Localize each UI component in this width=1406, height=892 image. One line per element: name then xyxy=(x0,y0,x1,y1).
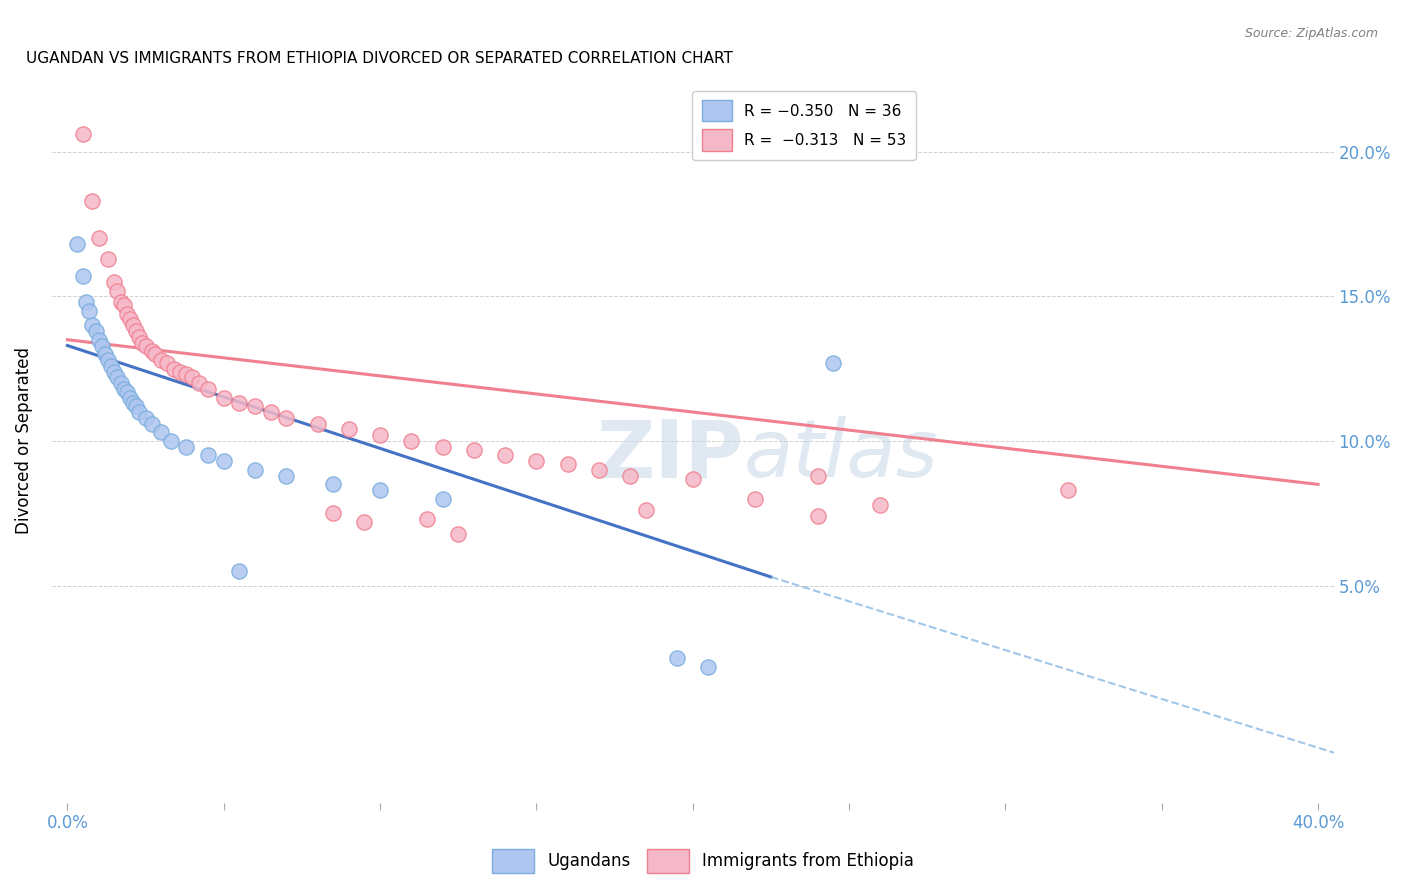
Point xyxy=(118,312,141,326)
Point xyxy=(131,335,153,350)
Point xyxy=(322,506,344,520)
Point xyxy=(100,359,122,373)
Point xyxy=(353,515,375,529)
Point xyxy=(588,463,610,477)
Point xyxy=(494,449,516,463)
Point xyxy=(135,410,157,425)
Point xyxy=(77,303,100,318)
Point xyxy=(135,338,157,352)
Point xyxy=(94,347,117,361)
Point xyxy=(337,422,360,436)
Point xyxy=(807,509,830,524)
Point xyxy=(87,231,110,245)
Point xyxy=(823,356,845,370)
Point xyxy=(128,330,150,344)
Point xyxy=(432,491,454,506)
Point xyxy=(463,442,485,457)
Point xyxy=(82,318,104,333)
Point xyxy=(197,449,219,463)
Point xyxy=(619,468,641,483)
Point xyxy=(159,434,181,448)
Point xyxy=(118,391,141,405)
Point xyxy=(212,391,235,405)
Point xyxy=(122,318,145,333)
Point xyxy=(368,428,391,442)
Point xyxy=(72,128,94,142)
Point xyxy=(524,454,547,468)
Y-axis label: Divorced or Separated: Divorced or Separated xyxy=(15,348,32,534)
Point xyxy=(1057,483,1080,497)
Point xyxy=(110,295,132,310)
Point xyxy=(87,333,110,347)
Point xyxy=(243,399,266,413)
Point xyxy=(125,399,148,413)
Point xyxy=(807,468,830,483)
Point xyxy=(682,472,704,486)
Point xyxy=(141,417,163,431)
Point xyxy=(90,338,112,352)
Point xyxy=(112,382,135,396)
Point xyxy=(416,512,439,526)
Text: Source: ZipAtlas.com: Source: ZipAtlas.com xyxy=(1244,27,1378,40)
Point xyxy=(84,324,107,338)
Text: atlas: atlas xyxy=(744,417,939,494)
Point xyxy=(143,347,166,361)
Point xyxy=(697,659,720,673)
Point xyxy=(66,237,89,252)
Point xyxy=(197,382,219,396)
Point xyxy=(103,365,125,379)
Point xyxy=(276,410,298,425)
Point xyxy=(156,356,179,370)
Point xyxy=(107,370,129,384)
Text: ZIP: ZIP xyxy=(596,417,744,494)
Point xyxy=(276,468,298,483)
Point xyxy=(228,396,250,410)
Point xyxy=(187,376,209,390)
Point xyxy=(368,483,391,497)
Point xyxy=(115,384,138,399)
Point xyxy=(174,440,197,454)
Point xyxy=(174,368,197,382)
Point xyxy=(128,405,150,419)
Text: UGANDAN VS IMMIGRANTS FROM ETHIOPIA DIVORCED OR SEPARATED CORRELATION CHART: UGANDAN VS IMMIGRANTS FROM ETHIOPIA DIVO… xyxy=(27,51,733,66)
Point xyxy=(634,503,657,517)
Point xyxy=(150,425,173,440)
Legend: R = −0.350   N = 36, R =  −0.313   N = 53: R = −0.350 N = 36, R = −0.313 N = 53 xyxy=(692,91,915,160)
Point xyxy=(432,440,454,454)
Point xyxy=(141,344,163,359)
Point xyxy=(75,295,97,310)
Point xyxy=(744,491,766,506)
Point xyxy=(115,307,138,321)
Point xyxy=(447,526,470,541)
Point xyxy=(125,324,148,338)
Point xyxy=(122,396,145,410)
Point xyxy=(322,477,344,491)
Point xyxy=(97,252,120,266)
Legend: Ugandans, Immigrants from Ethiopia: Ugandans, Immigrants from Ethiopia xyxy=(485,842,921,880)
Point xyxy=(163,361,186,376)
Point xyxy=(666,651,689,665)
Point xyxy=(181,370,204,384)
Point xyxy=(401,434,423,448)
Point xyxy=(212,454,235,468)
Point xyxy=(107,284,129,298)
Point xyxy=(72,268,94,283)
Point xyxy=(110,376,132,390)
Point xyxy=(112,298,135,312)
Point xyxy=(97,353,120,368)
Point xyxy=(82,194,104,208)
Point xyxy=(228,564,250,578)
Point xyxy=(869,498,891,512)
Point xyxy=(307,417,329,431)
Point xyxy=(243,463,266,477)
Point xyxy=(557,457,579,471)
Point xyxy=(169,365,191,379)
Point xyxy=(150,353,173,368)
Point xyxy=(259,405,281,419)
Point xyxy=(103,275,125,289)
